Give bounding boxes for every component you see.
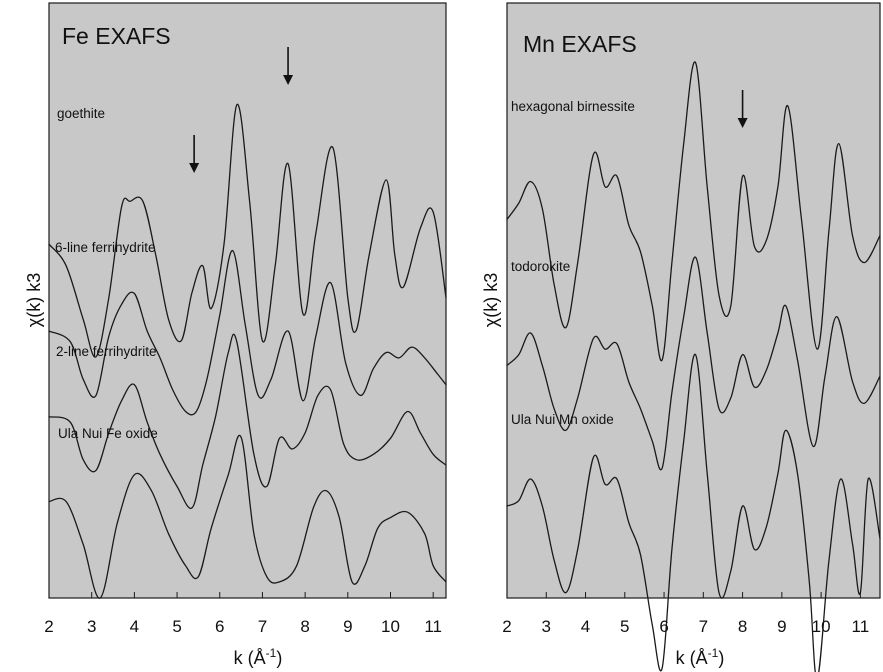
mn-x-tick-label: 3 xyxy=(542,617,551,636)
fe-x-axis-label-main: k (Å xyxy=(234,648,266,668)
mn-x-tick-label: 10 xyxy=(812,617,831,636)
fe-exafs-panel: Fe EXAFS goethite 6-line ferrihydrite 2-li… xyxy=(24,2,447,668)
mn-x-tick-label: 7 xyxy=(699,617,708,636)
fe-x-tick-label: 6 xyxy=(215,617,224,636)
mn-x-axis-label-close: ) xyxy=(718,648,724,668)
mn-x-tick-label: 11 xyxy=(852,617,870,636)
fe-arrow-1 xyxy=(189,135,200,173)
mn-series-label-2: todorokite xyxy=(511,259,570,274)
fe-series-labels: goethite 6-line ferrihydrite 2-line ferrih… xyxy=(55,106,158,441)
mn-x-tick-label: 4 xyxy=(581,617,590,636)
mn-series-label-3: Ula Nui Mn oxide xyxy=(511,412,614,427)
mn-x-axis-label-sup: -1 xyxy=(708,646,719,660)
mn-x-tick-label: 2 xyxy=(502,617,511,636)
fe-x-tick-label: 2 xyxy=(44,617,53,636)
fe-x-tick-label: 9 xyxy=(343,617,352,636)
mn-arrows xyxy=(737,90,748,128)
mn-trace-1 xyxy=(506,61,881,362)
mn-exafs-panel: Mn EXAFS hexagonal birnessite todorokite U… xyxy=(481,2,881,672)
fe-x-tick-label: 4 xyxy=(130,617,139,636)
fe-arrows xyxy=(189,47,294,173)
fe-x-axis-label-close: ) xyxy=(276,648,282,668)
fe-plot-frame xyxy=(48,2,447,599)
fe-x-ticks: 2 3 4 5 6 7 8 9 10 11 xyxy=(44,592,442,636)
fe-x-tick-label: 7 xyxy=(258,617,267,636)
fe-panel-title: Fe EXAFS xyxy=(62,23,171,49)
mn-x-axis-label-main: k (Å xyxy=(676,648,708,668)
mn-panel-title: Mn EXAFS xyxy=(523,31,637,57)
mn-series-labels: hexagonal birnessite todorokite Ula Nui Mn… xyxy=(511,99,635,427)
fe-trace-1 xyxy=(48,103,447,358)
fe-trace-4 xyxy=(48,434,447,599)
fe-x-tick-label: 5 xyxy=(172,617,181,636)
fe-x-axis-label: k (Å-1) xyxy=(234,646,283,668)
fe-x-tick-label: 3 xyxy=(87,617,96,636)
fe-series-label-3: 2-line ferrihydrite xyxy=(56,344,157,359)
fe-x-axis-label-sup: -1 xyxy=(266,646,277,660)
mn-x-tick-label: 8 xyxy=(738,617,747,636)
mn-x-axis-label: k (Å-1) xyxy=(676,646,725,668)
fe-y-axis-label: χ(k) k3 xyxy=(24,273,44,327)
fe-arrow-2 xyxy=(283,47,294,85)
fe-trace-2 xyxy=(48,249,447,416)
mn-traces xyxy=(506,61,881,672)
fe-x-tick-label: 10 xyxy=(381,617,400,636)
fe-series-label-4: Ula Nui Fe oxide xyxy=(58,426,158,441)
fe-traces xyxy=(48,103,447,599)
mn-x-ticks: 2 3 4 5 6 7 8 9 10 11 xyxy=(502,592,869,636)
mn-x-tick-label: 9 xyxy=(777,617,786,636)
mn-trace-2 xyxy=(506,256,881,471)
fe-series-label-2: 6-line ferrihydrite xyxy=(55,240,156,255)
mn-x-tick-label: 6 xyxy=(659,617,668,636)
mn-plot-frame xyxy=(506,2,881,599)
mn-y-axis-label: χ(k) k3 xyxy=(481,273,501,327)
mn-series-label-1: hexagonal birnessite xyxy=(511,99,635,114)
mn-x-tick-label: 5 xyxy=(620,617,629,636)
fe-x-tick-label: 8 xyxy=(300,617,309,636)
mn-trace-3 xyxy=(506,353,881,672)
mn-arrow-1 xyxy=(737,90,748,128)
fe-series-label-1: goethite xyxy=(57,106,105,121)
fe-trace-3 xyxy=(48,333,447,510)
fe-x-tick-label: 11 xyxy=(424,617,442,636)
